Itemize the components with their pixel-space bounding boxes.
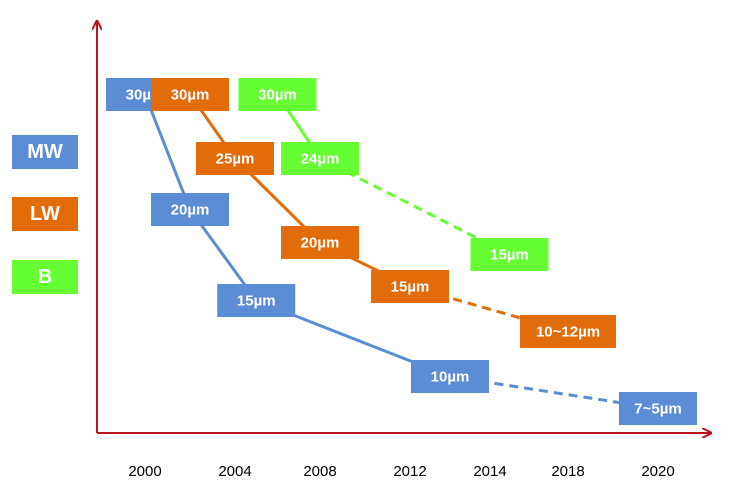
data-label-mw: 15µm [217,284,296,317]
data-box-lw [151,78,229,111]
data-label-text-mw: 20µm [171,202,210,219]
x-tick-labels: 2000 2004 2008 2012 2014 2018 2020 [128,463,674,480]
data-label-text-lw: 20µm [301,235,340,252]
data-box-lw [520,315,616,348]
data-label-lw: 30µm [151,78,229,111]
series-lines [143,93,659,410]
data-label-lw: 20µm [281,226,359,259]
x-tick-label: 2004 [218,463,251,480]
legend-item-mw: MW [12,135,78,169]
series-line-mw [143,93,192,211]
data-box-mw [619,392,697,425]
legend-label-lw: LW [30,202,60,225]
data-box-lw [196,142,274,175]
data-box-mw [151,193,229,226]
data-label-text-lw: 30µm [171,87,210,104]
data-label-text-mw: 10µm [431,369,470,386]
data-box-lw [371,270,449,303]
x-tick-label: 2012 [393,463,426,480]
x-tick-label: 2000 [128,463,161,480]
data-label-text-b: 15µm [490,247,529,264]
data-box-b [281,142,359,175]
data-labels: 30µm 20µm 15µm 10µm 7~5µm 30µm 25µm 20µm 15µm 10~… [106,78,697,425]
data-label-text-lw: 15µm [391,279,430,296]
data-box-mw [217,284,296,317]
legend-label-b: B [37,265,53,288]
x-tick-label: 2020 [641,463,674,480]
data-box-b [470,238,549,271]
data-label-b: 15µm [470,238,549,271]
data-label-text-b: 30µm [258,87,297,104]
x-tick-label: 2008 [303,463,336,480]
data-box-lw [281,226,359,259]
data-label-lw: 25µm [196,142,274,175]
data-label-text-lw: 25µm [216,151,255,168]
data-label-mw: 20µm [151,193,229,226]
data-label-text-lw: 10~12µm [536,324,600,341]
data-label-b: 24µm [281,142,359,175]
data-label-text-mw: 15µm [237,293,276,310]
legend-label-mw: MW [27,140,63,163]
x-tick-label: 2018 [551,463,584,480]
data-box-mw [411,360,489,393]
data-label-text-mw: 7~5µm [634,401,681,418]
data-label-mw: 10µm [411,360,489,393]
data-label-text-b: 24µm [301,151,340,168]
data-label-lw: 10~12µm [520,315,616,348]
data-label-lw: 15µm [371,270,449,303]
x-tick-label: 2014 [473,463,506,480]
data-box-b [238,78,317,111]
legend-item-b: B [12,260,78,294]
data-label-b: 30µm [238,78,317,111]
legend-item-lw: LW [12,197,78,231]
data-label-mw: 7~5µm [619,392,697,425]
